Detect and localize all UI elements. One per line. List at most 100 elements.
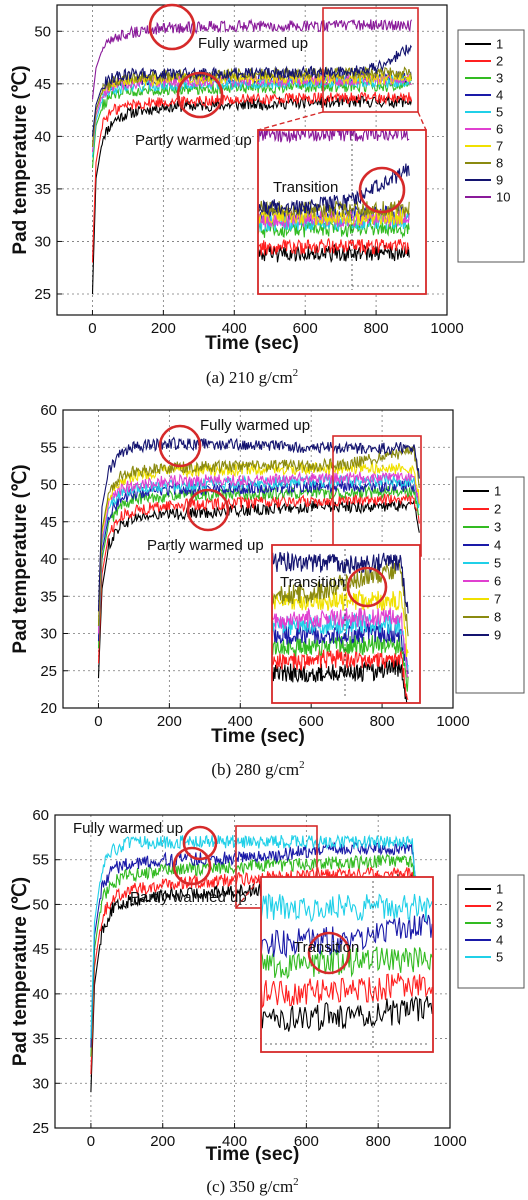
legend-label-8: 8	[494, 610, 501, 625]
series-line-1	[97, 498, 420, 679]
y-tick-label: 45	[32, 941, 49, 958]
y-tick-label: 20	[40, 700, 57, 717]
legend-box	[457, 874, 525, 989]
annotation-transition: Transition	[273, 179, 338, 196]
legend-label-8: 8	[496, 156, 503, 171]
zoom-connector-left	[257, 111, 324, 131]
legend-label-5: 5	[496, 950, 503, 965]
plot-frame	[54, 814, 451, 1129]
inset-series-line-6	[272, 607, 409, 679]
y-tick-label: 25	[34, 286, 51, 303]
y-tick-label: 50	[40, 477, 57, 494]
y-tick-label: 50	[32, 896, 49, 913]
y-tick-label: 30	[34, 233, 51, 250]
legend-label-7: 7	[496, 139, 503, 154]
annotation-partly-warmed: Partly warmed up	[135, 132, 252, 149]
caption-text: (c) 350 g/cm	[206, 1177, 293, 1196]
zoom-connector-right	[417, 111, 427, 131]
x-tick-label: 600	[294, 1133, 319, 1150]
inset-series-line-2	[258, 237, 410, 256]
legend-label-5: 5	[494, 556, 501, 571]
x-tick-label: 400	[222, 1133, 247, 1150]
annotation-fully-warmed: Fully warmed up	[73, 820, 183, 837]
x-tick-label: 1000	[433, 1133, 466, 1150]
legend-label-7: 7	[494, 592, 501, 607]
inset-frame	[257, 129, 427, 295]
y-tick-label: 55	[32, 852, 49, 869]
series-line-2	[91, 91, 413, 263]
transition-circle	[346, 566, 388, 608]
annotation-transition: Transition	[294, 939, 359, 956]
transition-circle	[358, 166, 406, 214]
y-axis-label: Pad temperature (℃)	[10, 464, 31, 653]
x-tick-label: 200	[151, 320, 176, 337]
inset-series-line-9	[272, 550, 409, 614]
y-tick-label: 35	[40, 588, 57, 605]
partly-warmed-circle	[172, 846, 212, 886]
series-line-1	[91, 95, 413, 295]
x-tick-label: 800	[366, 1133, 391, 1150]
y-tick-label: 50	[34, 23, 51, 40]
series-group	[91, 18, 413, 295]
y-tick-label: 35	[32, 1031, 49, 1048]
series-line-8	[97, 445, 420, 627]
legend-label-3: 3	[494, 520, 501, 535]
annotation-fully-warmed: Fully warmed up	[198, 35, 308, 52]
partly-warmed-circle	[186, 488, 230, 532]
y-tick-label: 45	[34, 76, 51, 93]
x-axis-label: Time (sec)	[205, 333, 299, 354]
inset-series-line-8	[272, 560, 409, 637]
series-line-5	[97, 473, 420, 634]
x-tick-label: 600	[299, 713, 324, 730]
x-tick-label: 1000	[430, 320, 463, 337]
series-line-3	[91, 79, 412, 168]
legend-label-1: 1	[496, 882, 503, 897]
x-tick-label: 800	[364, 320, 389, 337]
series-line-3	[90, 853, 417, 1057]
inset-frame	[271, 544, 421, 704]
series-line-6	[97, 470, 420, 634]
x-tick-label: 200	[157, 713, 182, 730]
y-tick-label: 60	[32, 807, 49, 824]
caption-text: (b) 280 g/cm	[211, 760, 299, 779]
y-tick-label: 30	[32, 1075, 49, 1092]
y-tick-label: 35	[34, 181, 51, 198]
inset-frame	[260, 876, 434, 1053]
legend-box	[455, 476, 525, 694]
legend-label-2: 2	[496, 54, 503, 69]
fully-warmed-circle	[182, 825, 218, 861]
legend-label-1: 1	[494, 484, 501, 499]
legend-label-3: 3	[496, 916, 503, 931]
fully-warmed-circle	[148, 3, 196, 51]
figure-caption: (c) 350 g/cm2	[206, 1176, 298, 1196]
x-tick-label: 600	[293, 320, 318, 337]
caption-superscript: 2	[293, 367, 299, 379]
series-line-5	[90, 834, 417, 1039]
inset-series-line-10	[258, 130, 410, 144]
y-tick-label: 40	[40, 551, 57, 568]
chart-2: 0 200 400 600 800 1000202530354045505560Time …	[10, 402, 525, 779]
caption-superscript: 2	[299, 759, 305, 771]
annotation-fully-warmed: Fully warmed up	[200, 417, 310, 434]
legend-label-6: 6	[496, 122, 503, 137]
x-tick-label: 400	[228, 713, 253, 730]
y-axis-label: Pad temperature (℃)	[10, 65, 31, 254]
series-line-2	[97, 492, 420, 664]
zoom-region-box	[322, 7, 419, 113]
inset-series-line-3	[272, 635, 409, 692]
y-tick-label: 30	[40, 626, 57, 643]
legend-label-6: 6	[494, 574, 501, 589]
series-line-10	[91, 18, 413, 100]
legend-label-9: 9	[494, 628, 501, 643]
x-tick-label: 1000	[436, 713, 469, 730]
legend-label-5: 5	[496, 105, 503, 120]
y-tick-label: 45	[40, 514, 57, 531]
inset-series-line-4	[261, 914, 433, 959]
partly-warmed-circle	[176, 71, 224, 119]
x-tick-label: 0	[94, 713, 102, 730]
figure-caption: (a) 210 g/cm2	[206, 367, 298, 387]
inset-series-line-8	[258, 200, 410, 218]
series-line-3	[97, 485, 420, 649]
